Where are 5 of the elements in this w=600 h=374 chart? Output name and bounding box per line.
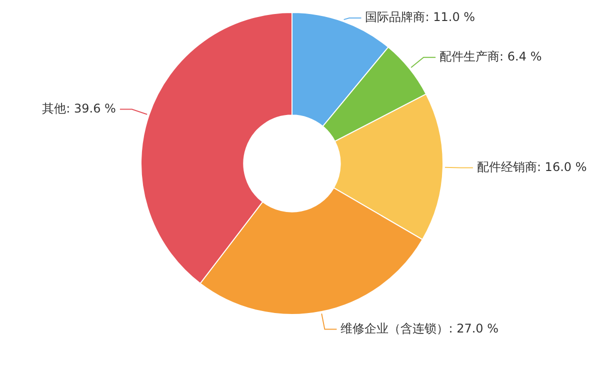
slice-label: 其他: 39.6 % (42, 101, 116, 116)
slice-label: 配件生产商: 6.4 % (440, 50, 542, 64)
slice-label: 国际品牌商: 11.0 % (365, 10, 476, 24)
slice-label: 维修企业（含连锁）: 27.0 % (340, 321, 499, 336)
slice-label: 配件经销商: 16.0 % (476, 160, 587, 174)
